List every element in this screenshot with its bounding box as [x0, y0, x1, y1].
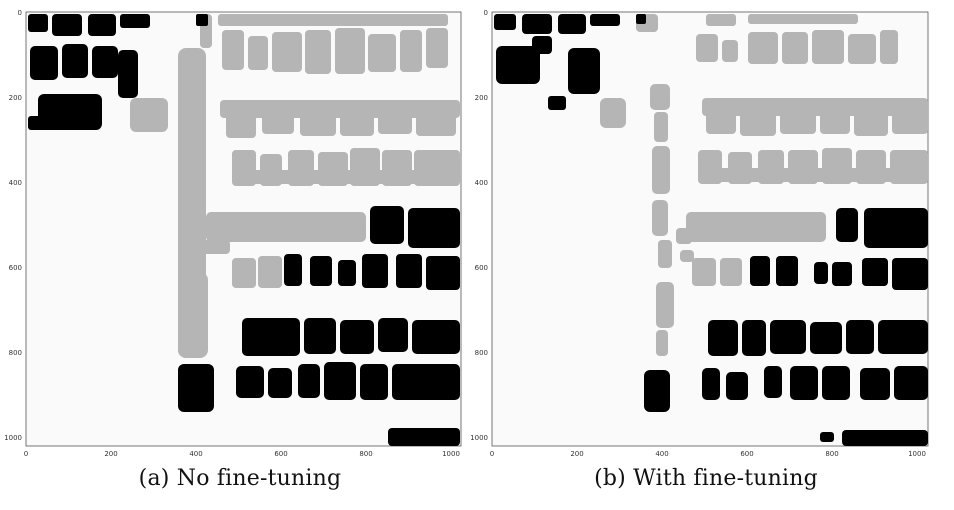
- x-tick: 1000: [442, 450, 460, 458]
- caption-b: (b) With fine-tuning: [594, 466, 818, 491]
- caption-a: (a) No fine-tuning: [138, 466, 342, 491]
- y-tick: 200: [9, 94, 22, 102]
- gray-regions: [130, 14, 460, 358]
- x-tick-labels: 0 200 400 600 800 1000: [24, 450, 460, 458]
- x-tick: 0: [490, 450, 494, 458]
- x-tick: 1000: [908, 450, 926, 458]
- panel-b: 0 200 400 600 800 1000 0 200 400 600 800…: [466, 0, 941, 462]
- y-tick: 1000: [4, 434, 22, 442]
- x-tick: 600: [274, 450, 287, 458]
- gray-regions: [600, 14, 928, 356]
- x-tick: 800: [359, 450, 372, 458]
- y-tick-labels: 0 200 400 600 800 1000: [470, 9, 488, 442]
- y-tick: 400: [9, 179, 22, 187]
- segmentation-map-b: 0 200 400 600 800 1000 0 200 400 600 800…: [470, 9, 929, 458]
- panel-a: 0 200 400 600 800 1000 0 200 400 600 800…: [0, 0, 475, 462]
- x-tick: 0: [24, 450, 28, 458]
- y-tick: 800: [9, 349, 22, 357]
- x-tick: 200: [570, 450, 583, 458]
- y-tick: 600: [475, 264, 488, 272]
- x-tick: 200: [104, 450, 117, 458]
- y-tick: 600: [9, 264, 22, 272]
- segmentation-map-a: 0 200 400 600 800 1000 0 200 400 600 800…: [4, 9, 462, 458]
- black-regions: [28, 14, 460, 446]
- x-tick: 400: [189, 450, 202, 458]
- y-tick-labels: 0 200 400 600 800 1000: [4, 9, 22, 442]
- y-tick: 800: [475, 349, 488, 357]
- y-tick: 400: [475, 179, 488, 187]
- x-tick: 800: [825, 450, 838, 458]
- x-tick: 600: [740, 450, 753, 458]
- y-tick: 1000: [470, 434, 488, 442]
- x-tick-labels: 0 200 400 600 800 1000: [490, 450, 926, 458]
- y-tick: 200: [475, 94, 488, 102]
- y-tick: 0: [18, 9, 22, 17]
- x-tick: 400: [655, 450, 668, 458]
- y-tick: 0: [484, 9, 488, 17]
- black-regions: [494, 14, 928, 446]
